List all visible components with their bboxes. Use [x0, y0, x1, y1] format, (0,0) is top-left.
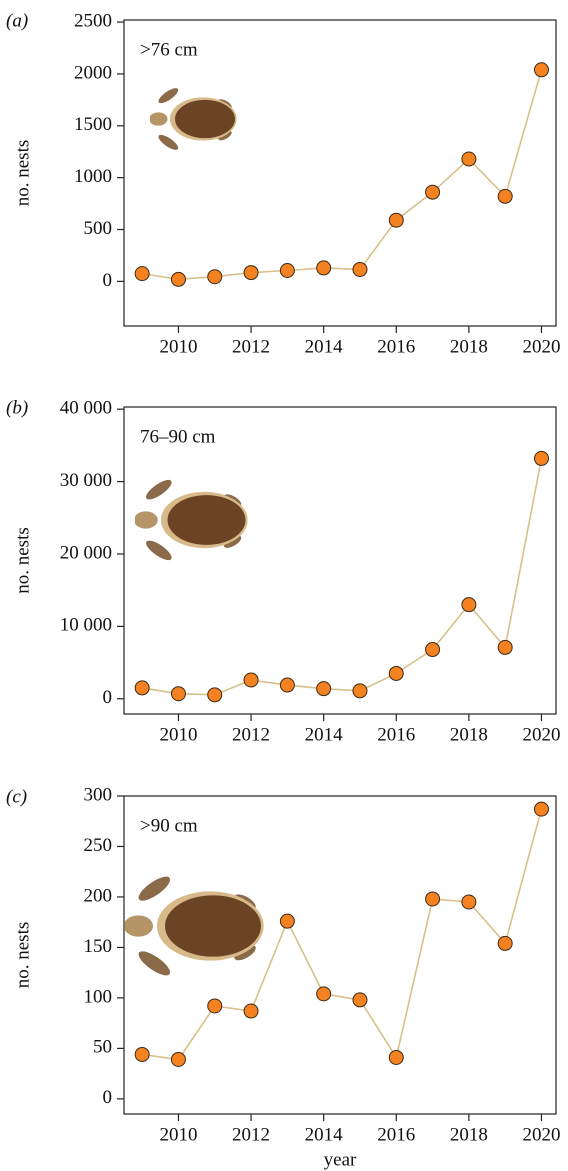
data-point [425, 891, 441, 907]
data-point [207, 998, 223, 1014]
x-tick-label: 2020 [522, 336, 560, 357]
turtle-illustration [135, 476, 248, 564]
y-tick-label: 0 [103, 1087, 113, 1108]
x-tick-label: 2016 [377, 1124, 415, 1145]
x-tick-label: 2014 [305, 724, 344, 745]
y-tick-label: 100 [84, 986, 113, 1007]
annotation: 76–90 cm [140, 426, 216, 447]
y-tick-label: 20 000 [60, 542, 112, 563]
turtle-illustration [125, 872, 264, 980]
data-point [134, 680, 150, 696]
y-tick-label: 250 [84, 835, 113, 856]
x-axis-label: year [324, 1149, 357, 1170]
data-point [352, 683, 368, 699]
data-point [533, 62, 549, 78]
data-point [207, 269, 223, 285]
x-tick-label: 2010 [159, 724, 197, 745]
x-tick-label: 2012 [232, 1124, 270, 1145]
data-point [243, 265, 259, 281]
y-tick-label: 300 [84, 784, 113, 805]
x-tick-label: 2020 [522, 1124, 560, 1145]
y-tick-label: 40 000 [60, 398, 112, 419]
data-point [352, 992, 368, 1008]
data-point [316, 986, 332, 1002]
y-tick-label: 30 000 [60, 470, 112, 491]
data-point [316, 681, 332, 697]
y-axis-label: no. nests [12, 140, 33, 207]
turtle-illustration [150, 85, 237, 153]
data-point [134, 266, 150, 282]
data-point [497, 639, 513, 655]
x-tick-label: 2014 [305, 1124, 344, 1145]
y-axis-label: no. nests [12, 922, 33, 989]
data-point [533, 801, 549, 817]
x-tick-label: 2010 [159, 1124, 197, 1145]
y-tick-label: 0 [103, 687, 113, 708]
data-point [497, 935, 513, 951]
data-point [134, 1046, 150, 1062]
data-point [461, 597, 477, 613]
y-tick-label: 150 [84, 936, 113, 957]
panel-label: (b) [6, 397, 28, 418]
x-tick-label: 2012 [232, 724, 270, 745]
data-point [533, 450, 549, 466]
data-point [425, 184, 441, 200]
x-tick-label: 2018 [450, 724, 488, 745]
plot-frame [123, 19, 557, 327]
data-point [279, 263, 295, 279]
data-point [388, 1049, 404, 1065]
data-point [243, 1003, 259, 1019]
x-tick-label: 2010 [159, 336, 197, 357]
data-point [279, 913, 295, 929]
data-point [316, 260, 332, 276]
data-point [425, 642, 441, 658]
x-tick-label: 2018 [450, 1124, 488, 1145]
y-tick-label: 200 [84, 885, 113, 906]
series-line [142, 808, 543, 1061]
plot-frame [123, 406, 557, 715]
data-point [352, 261, 368, 277]
annotation: >76 cm [140, 39, 198, 60]
data-point [461, 151, 477, 167]
data-point [388, 212, 404, 228]
x-tick-label: 2012 [232, 336, 270, 357]
y-tick-label: 1000 [74, 166, 112, 187]
data-point [279, 677, 295, 693]
x-tick-label: 2018 [450, 336, 488, 357]
data-point [170, 1051, 186, 1067]
y-tick-label: 2000 [74, 62, 112, 83]
panel-label: (a) [6, 10, 28, 31]
y-tick-label: 1500 [74, 114, 112, 135]
data-point [207, 687, 223, 703]
y-tick-label: 500 [84, 218, 113, 239]
data-point [170, 271, 186, 287]
annotation: >90 cm [140, 815, 198, 836]
data-point [497, 188, 513, 204]
y-tick-label: 2500 [74, 10, 112, 31]
y-tick-label: 10 000 [60, 615, 112, 636]
y-axis-label: no. nests [12, 527, 33, 594]
x-tick-label: 2016 [377, 336, 415, 357]
data-point [243, 672, 259, 688]
data-point [170, 686, 186, 702]
plot-frame [123, 795, 557, 1115]
x-tick-label: 2016 [377, 724, 415, 745]
data-point [461, 894, 477, 910]
x-tick-label: 2020 [522, 724, 560, 745]
y-tick-label: 50 [93, 1037, 112, 1058]
panel-label: (c) [6, 786, 27, 807]
y-tick-label: 0 [103, 270, 113, 291]
x-tick-label: 2014 [305, 336, 344, 357]
data-point [388, 665, 404, 681]
